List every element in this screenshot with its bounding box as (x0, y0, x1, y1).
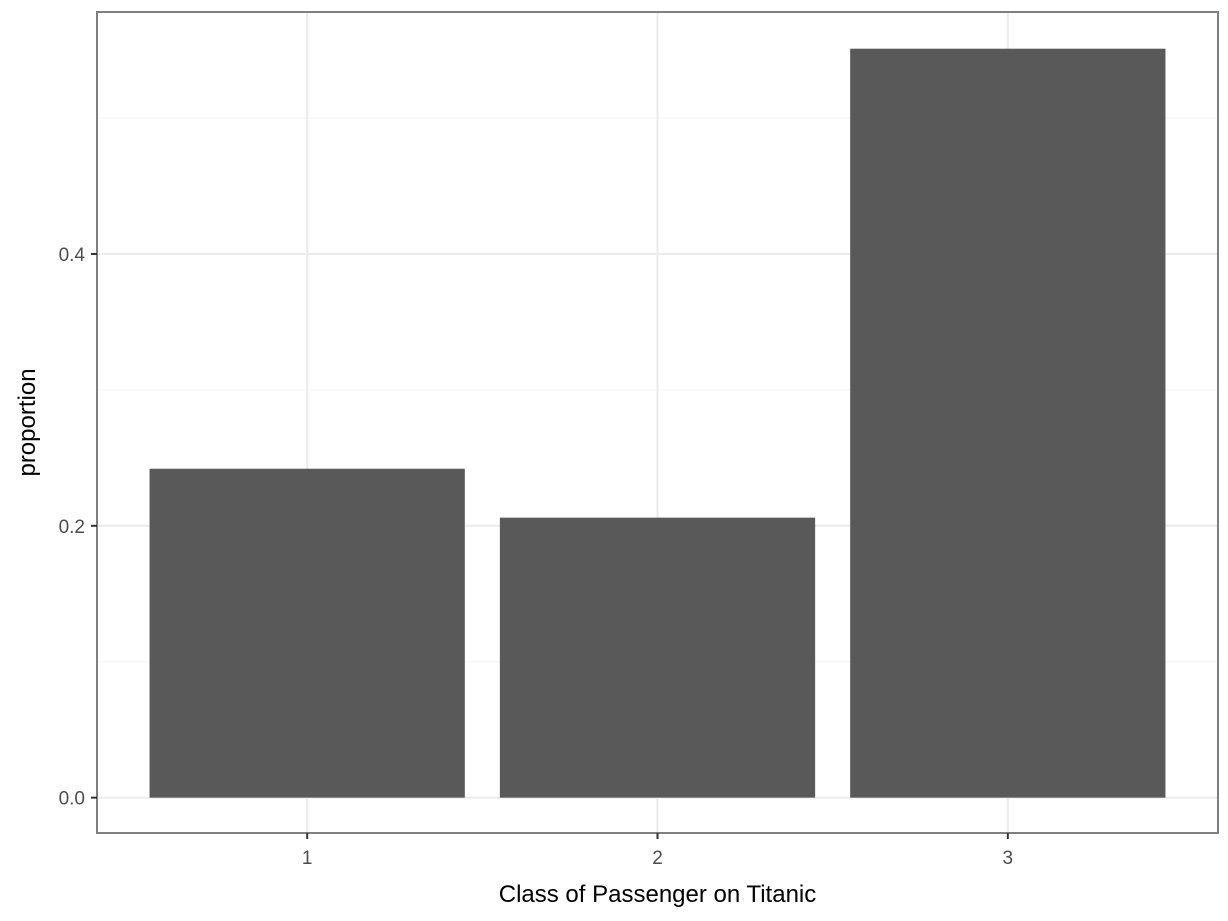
x-tick-label: 3 (1003, 848, 1014, 869)
bar-class-2 (499, 517, 816, 798)
y-tick-label: 0.4 (59, 245, 86, 266)
x-axis-title: Class of Passenger on Titanic (499, 881, 817, 908)
bar-class-3 (850, 48, 1166, 798)
x-tick-label: 2 (652, 848, 663, 869)
bar-class-1 (149, 468, 465, 798)
y-axis-title: proportion (14, 368, 41, 476)
y-tick-label: 0.2 (59, 517, 85, 538)
y-axis-ticks: 0.0 0.2 0.4 (59, 245, 97, 810)
x-tick-label: 1 (302, 848, 313, 869)
x-axis-ticks: 1 2 3 (302, 833, 1013, 869)
bars (149, 48, 1166, 798)
y-tick-label: 0.0 (59, 789, 85, 810)
